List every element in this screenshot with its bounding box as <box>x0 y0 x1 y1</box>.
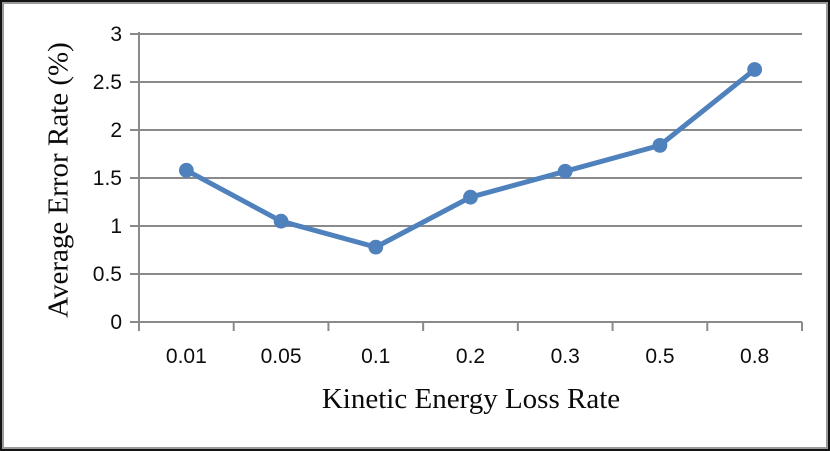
x-tick-label: 0.3 <box>550 345 580 368</box>
x-tick-label: 0.05 <box>260 345 302 368</box>
x-tick-label: 0.8 <box>740 345 770 368</box>
y-tick-label: 3 <box>110 23 122 46</box>
y-tick-label: 2 <box>110 119 122 142</box>
x-tick-label: 0.5 <box>645 345 675 368</box>
series-line <box>183 67 758 250</box>
data-point-marker <box>368 239 384 255</box>
x-tick-label: 0.1 <box>361 345 391 368</box>
data-point-marker <box>463 189 478 205</box>
y-tick-label: 1.5 <box>92 167 122 190</box>
y-tick-label: 0 <box>110 311 122 334</box>
x-tick-label: 0.2 <box>455 345 486 368</box>
data-point-marker <box>557 163 573 179</box>
y-tick-label: 1 <box>110 215 122 238</box>
data-point-marker <box>178 162 194 178</box>
data-point-marker <box>652 137 668 153</box>
x-axis-title: Kinetic Energy Loss Rate <box>321 383 621 415</box>
y-tick-label: 0.5 <box>92 263 122 286</box>
x-tick-label: 0.01 <box>165 345 207 368</box>
data-point-marker <box>273 213 289 229</box>
data-point-marker <box>747 62 763 77</box>
y-tick-label: 2.5 <box>92 71 122 94</box>
